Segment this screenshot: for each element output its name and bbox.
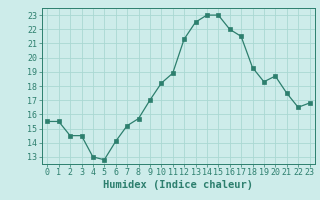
X-axis label: Humidex (Indice chaleur): Humidex (Indice chaleur) [103, 180, 253, 190]
